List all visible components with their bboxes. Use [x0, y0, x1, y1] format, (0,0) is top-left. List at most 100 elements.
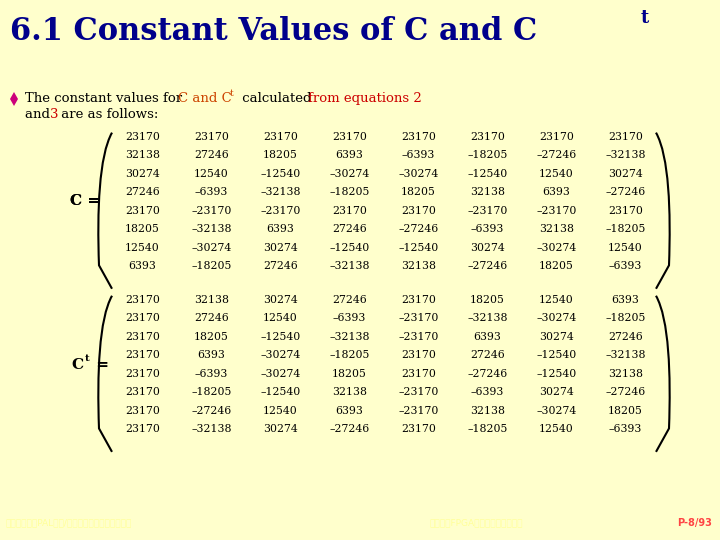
Text: 6393: 6393: [266, 224, 294, 234]
Text: –27246: –27246: [536, 150, 577, 160]
Text: –6393: –6393: [471, 224, 504, 234]
Text: 18205: 18205: [263, 150, 298, 160]
Text: 30274: 30274: [125, 168, 160, 179]
Text: 23170: 23170: [608, 132, 643, 141]
Text: 27246: 27246: [608, 332, 643, 342]
Text: 12540: 12540: [539, 168, 574, 179]
Text: 23170: 23170: [401, 206, 436, 215]
Text: 3: 3: [50, 108, 58, 121]
Text: 12540: 12540: [263, 406, 298, 416]
Text: 32138: 32138: [332, 387, 367, 397]
Text: C: C: [72, 357, 84, 372]
Text: 27246: 27246: [470, 350, 505, 360]
Text: –30274: –30274: [261, 350, 301, 360]
Text: –12540: –12540: [536, 369, 577, 379]
Text: 23170: 23170: [125, 387, 160, 397]
Text: 23170: 23170: [125, 132, 160, 141]
Text: 23170: 23170: [332, 132, 367, 141]
Text: –12540: –12540: [398, 242, 438, 253]
Text: P-8/93: P-8/93: [677, 518, 712, 528]
Text: 23170: 23170: [194, 132, 229, 141]
Text: 6393: 6393: [336, 406, 364, 416]
Text: 18205: 18205: [470, 295, 505, 305]
Text: –32138: –32138: [329, 261, 370, 271]
Text: –27246: –27246: [398, 224, 438, 234]
Text: 32138: 32138: [608, 369, 643, 379]
Text: –18205: –18205: [606, 313, 646, 323]
Text: 12540: 12540: [539, 295, 574, 305]
Text: 23170: 23170: [470, 132, 505, 141]
Text: –12540: –12540: [261, 332, 301, 342]
Text: –12540: –12540: [261, 387, 301, 397]
Text: are as follows:: are as follows:: [57, 108, 158, 121]
Text: –32138: –32138: [192, 424, 232, 434]
Text: –6393: –6393: [195, 187, 228, 197]
Text: –6393: –6393: [471, 387, 504, 397]
Text: 6393: 6393: [336, 150, 364, 160]
Text: 30274: 30274: [263, 424, 298, 434]
Text: 32138: 32138: [539, 224, 574, 234]
Text: 32138: 32138: [401, 261, 436, 271]
Text: 23170: 23170: [263, 132, 298, 141]
Text: –23170: –23170: [398, 313, 438, 323]
Text: 18205: 18205: [539, 261, 574, 271]
Text: –12540: –12540: [467, 168, 508, 179]
Text: The constant values for: The constant values for: [25, 92, 186, 105]
Text: 18205: 18205: [125, 224, 160, 234]
Text: –18205: –18205: [329, 350, 369, 360]
Text: 27246: 27246: [194, 313, 229, 323]
Text: –30274: –30274: [536, 406, 577, 416]
Text: 30274: 30274: [263, 242, 298, 253]
Text: 23170: 23170: [125, 313, 160, 323]
Text: –6393: –6393: [195, 369, 228, 379]
Text: 30274: 30274: [539, 387, 574, 397]
Text: C =: C =: [70, 194, 100, 208]
Text: 23170: 23170: [125, 369, 160, 379]
Text: –30274: –30274: [536, 313, 577, 323]
Text: 23170: 23170: [332, 206, 367, 215]
Text: t: t: [641, 9, 649, 27]
Text: 23170: 23170: [401, 295, 436, 305]
Text: –23170: –23170: [398, 406, 438, 416]
Text: 30274: 30274: [470, 242, 505, 253]
Text: 6393: 6393: [129, 261, 156, 271]
Text: 23170: 23170: [401, 350, 436, 360]
Text: –32138: –32138: [467, 313, 508, 323]
Text: –27246: –27246: [606, 387, 646, 397]
Text: C and C: C and C: [178, 92, 232, 105]
Text: 23170: 23170: [539, 132, 574, 141]
Text: calculated: calculated: [238, 92, 316, 105]
Text: –18205: –18205: [192, 387, 232, 397]
Text: –23170: –23170: [192, 206, 232, 215]
Text: 12540: 12540: [263, 313, 298, 323]
Text: from equations 2: from equations 2: [308, 92, 422, 105]
Text: –6393: –6393: [609, 261, 642, 271]
Text: 32138: 32138: [194, 295, 229, 305]
Text: –30274: –30274: [192, 242, 232, 253]
Text: –27246: –27246: [192, 406, 232, 416]
Text: 23170: 23170: [125, 406, 160, 416]
Text: 6393: 6393: [474, 332, 501, 342]
Text: 23170: 23170: [401, 424, 436, 434]
Text: –32138: –32138: [329, 332, 370, 342]
Text: –30274: –30274: [261, 369, 301, 379]
Text: 23170: 23170: [125, 295, 160, 305]
Text: 30274: 30274: [263, 295, 298, 305]
Text: 23170: 23170: [608, 206, 643, 215]
Text: t: t: [230, 89, 234, 98]
Text: 12540: 12540: [194, 168, 229, 179]
Text: 6393: 6393: [543, 187, 570, 197]
Text: –32138: –32138: [192, 224, 232, 234]
Text: 23170: 23170: [125, 350, 160, 360]
Text: 23170: 23170: [125, 206, 160, 215]
Text: –23170: –23170: [467, 206, 508, 215]
Text: –12540: –12540: [261, 168, 301, 179]
Text: 23170: 23170: [401, 132, 436, 141]
Text: 32138: 32138: [470, 406, 505, 416]
Text: –30274: –30274: [536, 242, 577, 253]
Text: –23170: –23170: [536, 206, 577, 215]
Text: –18205: –18205: [329, 187, 369, 197]
Text: 12540: 12540: [125, 242, 160, 253]
Text: –12540: –12540: [536, 350, 577, 360]
Text: C =: C =: [70, 194, 100, 208]
